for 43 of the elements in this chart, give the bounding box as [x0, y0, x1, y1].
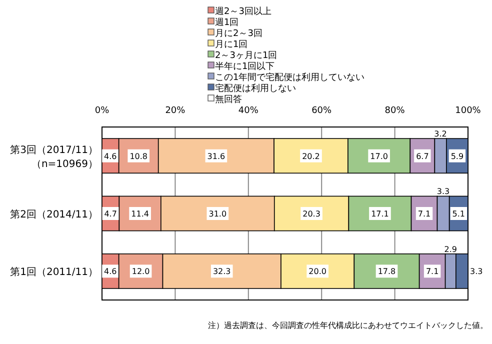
legend-label: 無回答 [215, 94, 242, 105]
data-label: 32.3 [212, 267, 231, 276]
data-label: 17.0 [370, 152, 388, 161]
data-label: 4.7 [104, 210, 117, 218]
data-label: 10.8 [130, 152, 148, 161]
data-label: 7.1 [418, 210, 431, 218]
x-tick-label: 60% [312, 106, 332, 116]
x-tick-label: 40% [238, 106, 259, 116]
legend-label: この1年間で宅配便は利用していない [215, 72, 365, 83]
data-label: 5.1 [452, 210, 466, 218]
legend-label: 半年に1回以下 [215, 61, 275, 72]
data-label: 5.9 [450, 152, 464, 161]
data-label: 20.3 [302, 210, 320, 218]
x-tick-label: 20% [165, 106, 186, 116]
x-tick-label: 80% [384, 106, 406, 116]
x-tick-label: 100% [455, 106, 482, 116]
data-label: 3.2 [434, 130, 447, 139]
data-label: 20.2 [302, 152, 320, 161]
x-tick-label: 0% [94, 106, 110, 116]
y-tick-label: 第3回（2017/11）（n=10969） [10, 144, 98, 170]
data-label: 2.9 [444, 244, 457, 254]
legend-label: 月に1回 [215, 40, 248, 50]
data-label: 3.3 [470, 267, 483, 276]
data-label: 20.0 [308, 267, 326, 276]
text: 注）過去調査は、今回調査の性年代構成比にあわせてウエイトバックした値。 [208, 321, 488, 330]
legend-label: 週2～3回以上 [215, 6, 272, 17]
legend-label: 2～3ヶ月に1回 [215, 51, 278, 61]
data-label: 31.0 [208, 210, 227, 218]
legend-label: 週1回 [215, 17, 239, 28]
data-label: 7.1 [426, 267, 439, 276]
data-label: 17.1 [371, 210, 389, 218]
data-label: 17.8 [378, 267, 396, 276]
data-label: 4.6 [104, 152, 117, 161]
legend-label: 月に2～3回 [215, 29, 262, 39]
data-label: 3.3 [436, 187, 450, 196]
data-label: 4.6 [104, 267, 117, 276]
data-label: 31.6 [207, 152, 226, 161]
y-tick-label: 第2回（2014/11） [10, 208, 98, 220]
y-tick-label: 第1回（2011/11） [10, 266, 98, 278]
data-label: 6.7 [416, 152, 429, 161]
data-label: 11.4 [131, 210, 149, 218]
data-label: 12.0 [132, 267, 150, 276]
legend-label: 宅配便は利用しない [215, 83, 296, 94]
